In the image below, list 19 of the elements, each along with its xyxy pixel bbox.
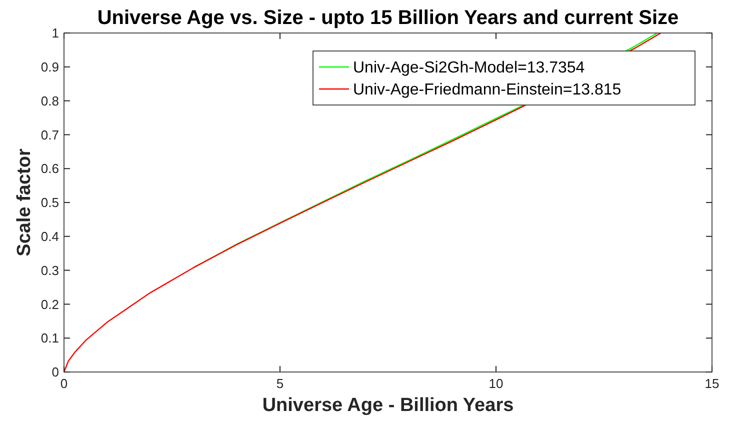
y-tick-label: 0.5 xyxy=(40,195,59,210)
y-tick-label: 0 xyxy=(52,364,59,380)
y-tick-label: 0.8 xyxy=(40,93,59,108)
x-tick-label: 15 xyxy=(704,376,720,391)
y-tick-label: 0.7 xyxy=(40,127,59,142)
x-tick-label: 5 xyxy=(276,376,284,391)
y-tick-label: 0.1 xyxy=(40,330,59,346)
legend-label: Univ-Age-Si2Gh-Model=13.7354 xyxy=(353,60,585,77)
legend-label: Univ-Age-Friedmann-Einstein=13.815 xyxy=(353,82,622,99)
y-tick-label: 0.9 xyxy=(40,59,59,74)
y-tick-label: 1 xyxy=(52,26,59,41)
y-tick-label: 0.2 xyxy=(40,296,59,312)
y-axis-title: Scale factor xyxy=(14,148,35,256)
y-tick-label: 0.4 xyxy=(40,228,59,244)
y-tick-label: 0.6 xyxy=(40,161,59,176)
x-tick-label: 10 xyxy=(488,376,504,391)
x-axis-title: Universe Age - Billion Years xyxy=(262,395,514,416)
chart-title: Universe Age vs. Size - upto 15 Billion Years and current Size xyxy=(97,7,679,29)
y-tick-label: 0.3 xyxy=(40,262,59,278)
